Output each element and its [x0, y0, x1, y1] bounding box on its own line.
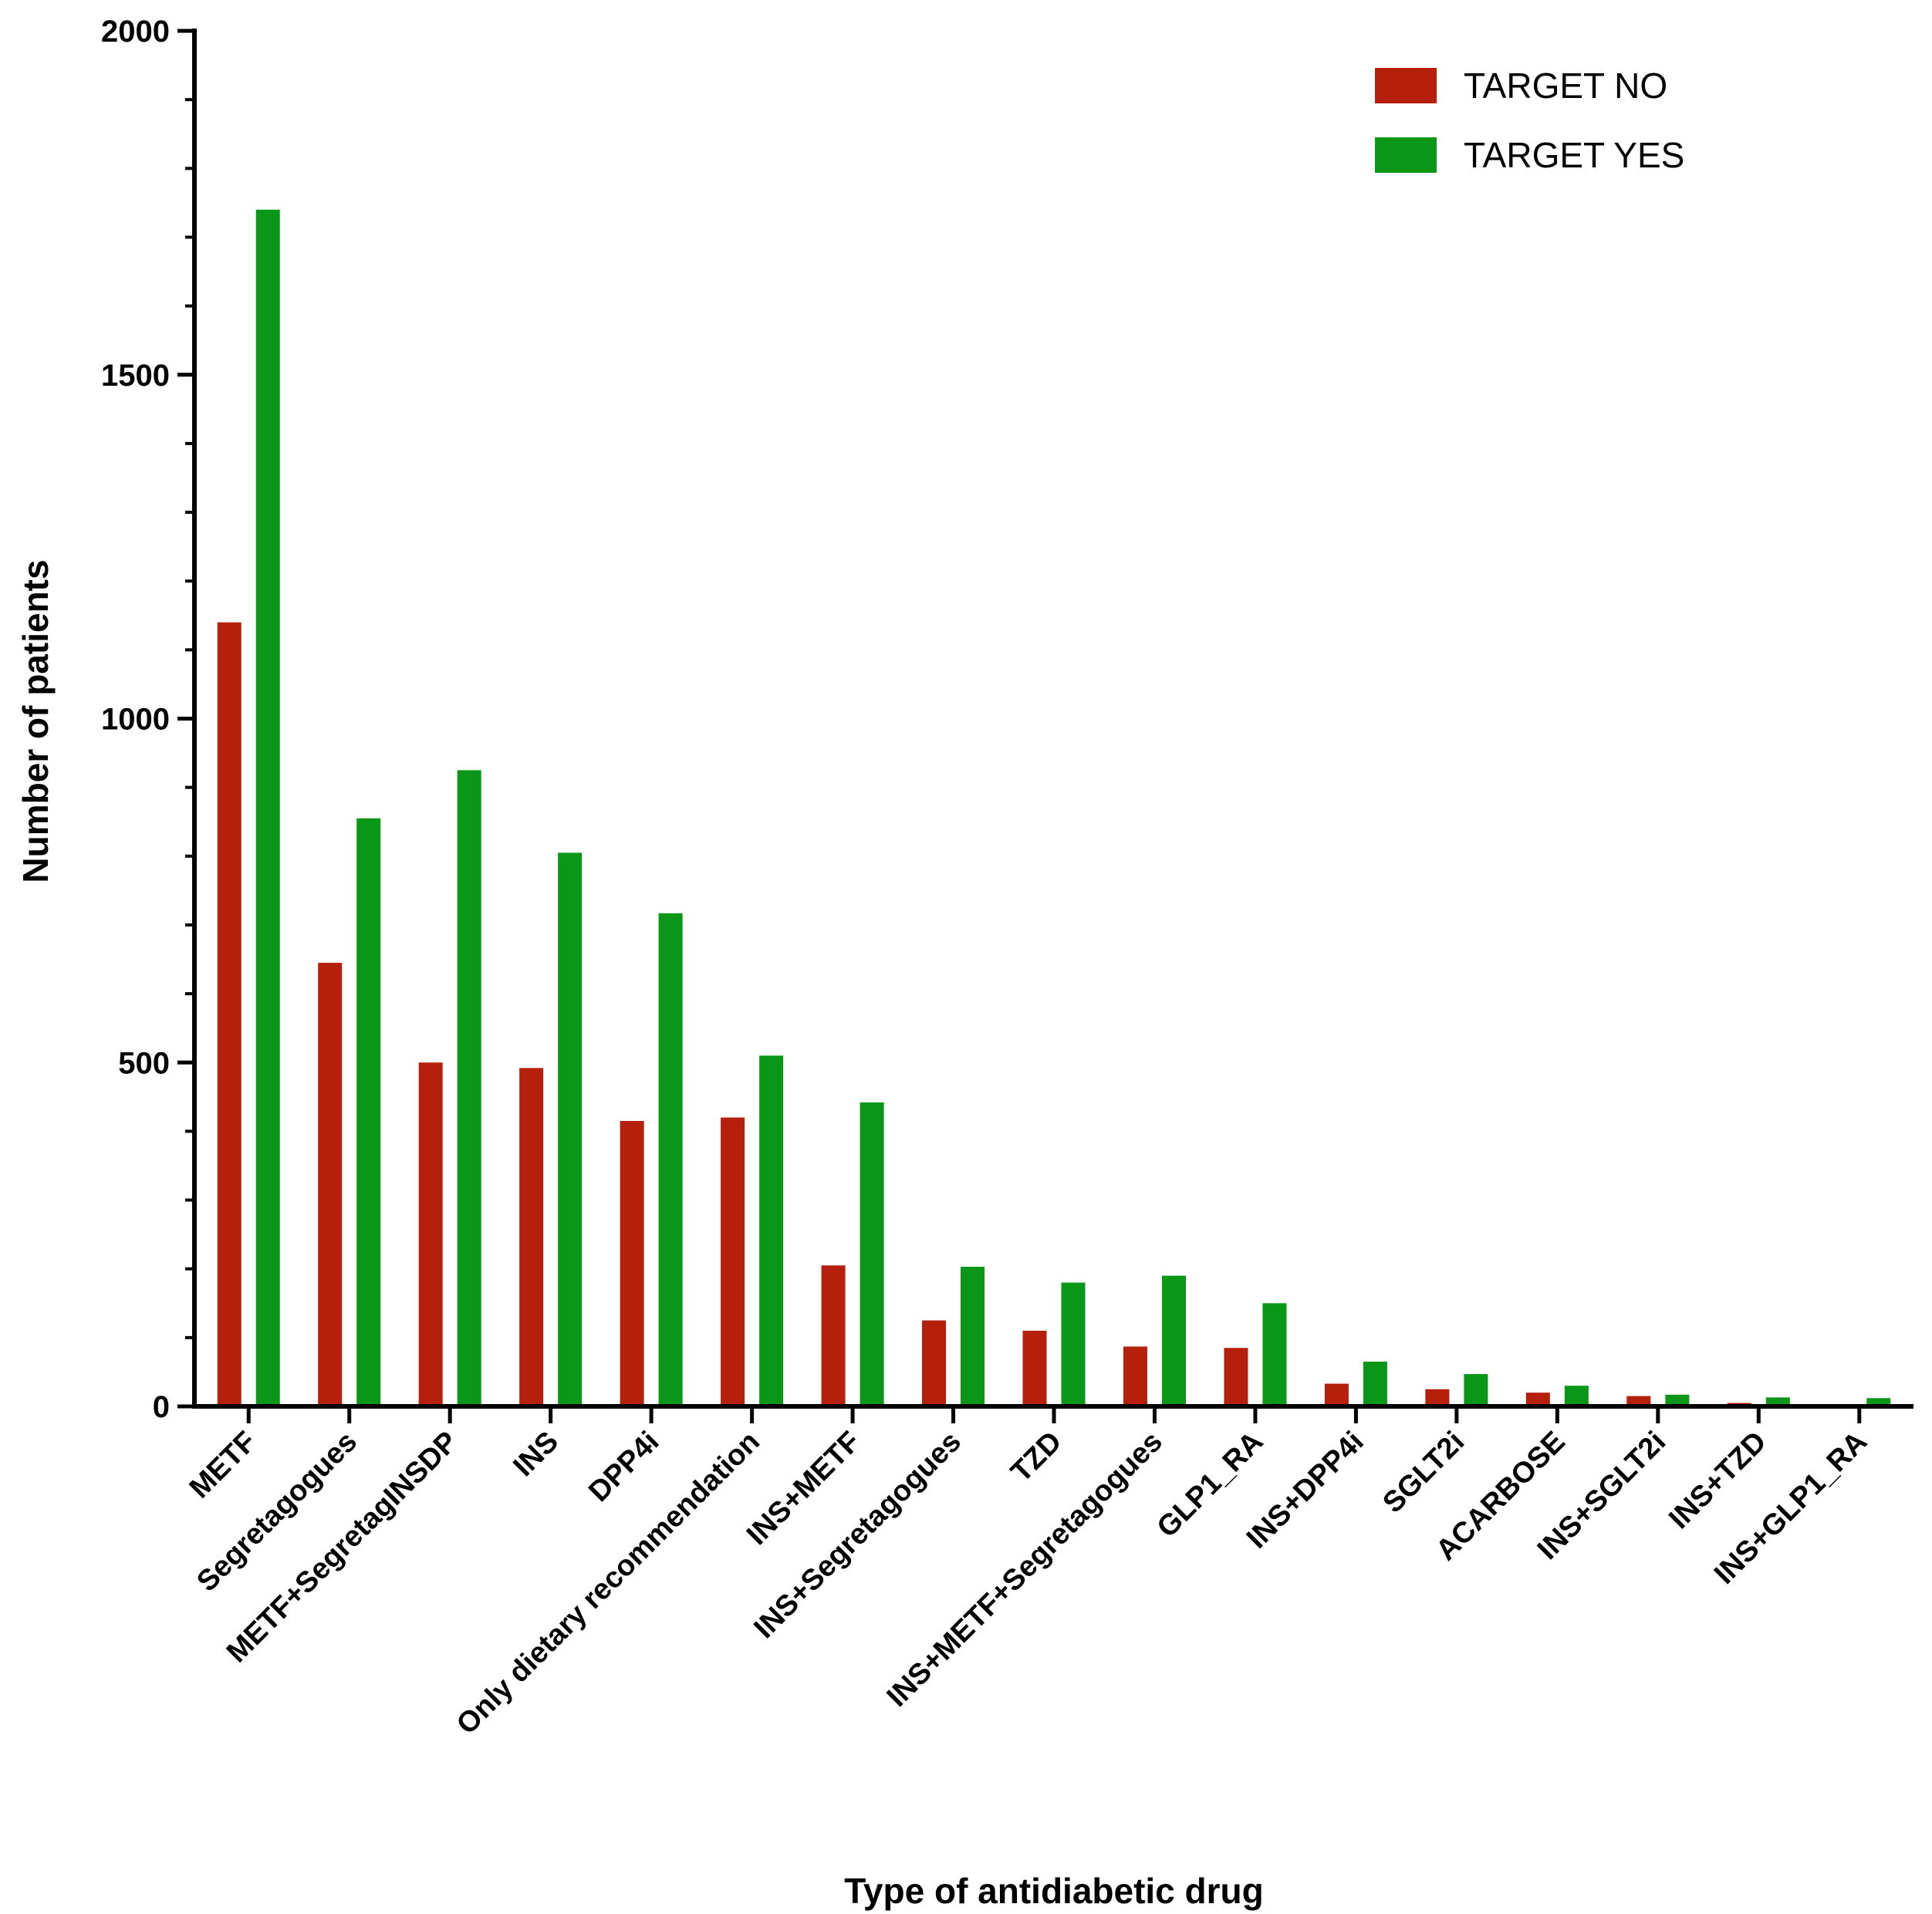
bar-target-no-dpp4i	[620, 1121, 644, 1406]
bar-target-yes-metf	[255, 209, 280, 1406]
x-axis-title: Type of antidiabetic drug	[844, 1871, 1264, 1911]
bar-target-yes-ins	[558, 852, 583, 1406]
bar-target-yes-ins-glp1-ra	[1866, 1398, 1891, 1406]
bar-target-no-ins-sglt2i	[1626, 1396, 1651, 1406]
x-tick-label-sglt2i: SGLT2i	[1376, 1426, 1471, 1520]
bar-target-yes-metf-segretaginsdp	[457, 770, 481, 1406]
x-tick-label-ins-segretagogues: INS+Segretagogues	[748, 1426, 968, 1645]
bars-group	[217, 209, 1891, 1406]
bar-target-yes-ins-metf-segretagogues	[1161, 1275, 1186, 1406]
x-tick-label-tzd: TZD	[1005, 1426, 1068, 1489]
bar-target-yes-segretagogues	[356, 818, 381, 1406]
y-axis: 0 500 1000 1500 2000	[101, 15, 197, 1424]
y-tick-label: 2000	[101, 15, 170, 49]
bar-target-no-tzd	[1022, 1330, 1047, 1406]
y-tick-label: 0	[153, 1390, 170, 1424]
bar-target-no-ins-metf	[821, 1265, 846, 1406]
bar-target-no-ins-segretagogues	[922, 1320, 947, 1406]
bar-target-yes-tzd	[1061, 1282, 1086, 1406]
legend: TARGET NO TARGET YES	[1375, 66, 1684, 175]
bar-target-yes-only-dietary-recommendation	[759, 1055, 784, 1406]
bar-target-yes-acarbose	[1564, 1386, 1589, 1406]
bar-target-no-segretagogues	[318, 962, 343, 1406]
y-tick-label: 1500	[101, 359, 170, 393]
bar-target-yes-ins-sglt2i	[1665, 1394, 1690, 1406]
bar-target-no-acarbose	[1525, 1392, 1550, 1406]
bar-target-no-ins-dpp4i	[1324, 1383, 1349, 1406]
y-tick-label: 500	[118, 1046, 170, 1080]
bar-target-yes-sglt2i	[1464, 1374, 1488, 1406]
bar-target-yes-ins-segretagogues	[961, 1267, 985, 1406]
bar-target-no-ins-metf-segretagogues	[1123, 1346, 1147, 1406]
bar-target-no-metf-segretaginsdp	[418, 1062, 443, 1406]
x-tick-label-dpp4i: DPP4i	[583, 1426, 665, 1508]
bar-target-yes-ins-dpp4i	[1363, 1362, 1387, 1406]
y-tick-label: 1000	[101, 703, 170, 737]
x-tick-label-metf: METF	[184, 1426, 263, 1505]
legend-swatch-target-yes	[1375, 137, 1437, 173]
bar-target-no-metf	[217, 622, 242, 1406]
legend-label-target-no: TARGET NO	[1464, 66, 1667, 106]
bar-target-yes-ins-tzd	[1765, 1397, 1790, 1406]
bar-target-no-ins	[519, 1068, 544, 1406]
bar-target-yes-glp1-ra	[1262, 1303, 1287, 1406]
bar-target-no-only-dietary-recommendation	[721, 1117, 745, 1406]
y-axis-title: Number of patients	[15, 559, 56, 883]
bar-target-no-sglt2i	[1425, 1389, 1450, 1406]
bar-target-no-glp1-ra	[1224, 1348, 1248, 1406]
legend-swatch-target-no	[1375, 68, 1437, 103]
x-tick-label-ins: INS	[508, 1426, 566, 1484]
legend-label-target-yes: TARGET YES	[1464, 135, 1684, 175]
bar-target-yes-ins-metf	[860, 1102, 884, 1406]
bar-target-yes-dpp4i	[658, 913, 683, 1406]
